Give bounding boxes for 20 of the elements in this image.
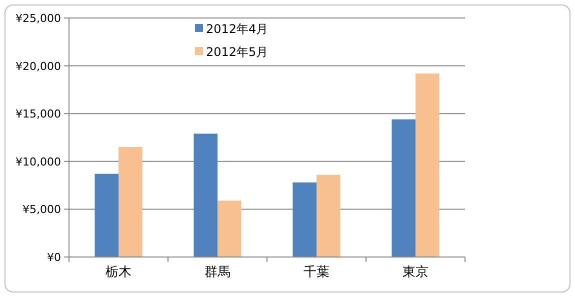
y-tick-label: ¥10,000 — [16, 155, 61, 168]
bar — [316, 174, 340, 257]
y-tick-label: ¥20,000 — [16, 60, 61, 73]
bar — [292, 182, 316, 257]
bar — [94, 174, 118, 257]
y-tick-label: ¥5,000 — [22, 203, 61, 216]
x-tick-label: 東京 — [402, 265, 428, 280]
bar — [194, 134, 218, 257]
bar — [392, 119, 416, 257]
x-tick-label: 栃木 — [106, 265, 132, 280]
y-tick-label: ¥25,000 — [16, 12, 61, 25]
y-tick-label: ¥15,000 — [16, 108, 61, 121]
legend-label: 2012年4月 — [206, 22, 268, 36]
bar — [416, 73, 440, 257]
bar — [218, 200, 242, 257]
x-tick-label: 群馬 — [204, 265, 230, 280]
y-tick-label: ¥0 — [47, 251, 61, 264]
legend-label: 2012年5月 — [206, 45, 268, 59]
x-tick-label: 千葉 — [304, 265, 330, 280]
bar — [118, 147, 142, 257]
